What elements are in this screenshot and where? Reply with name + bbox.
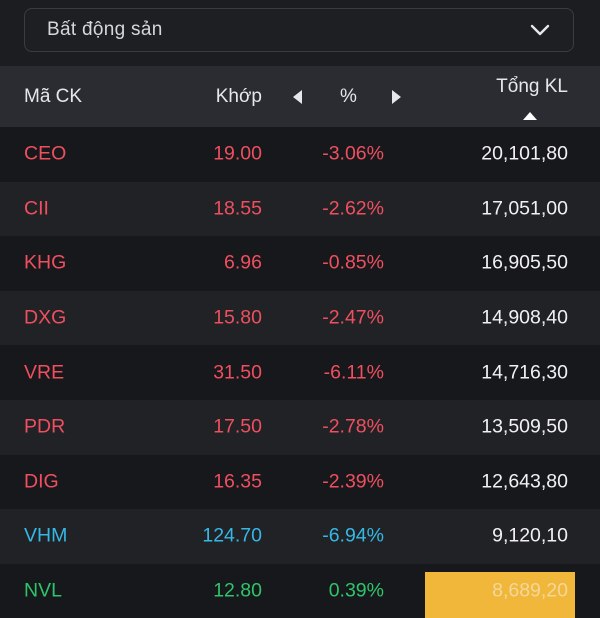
- table-row[interactable]: PDR 17.50 -2.78% 13,509,50: [0, 399, 600, 455]
- percent-change: -2.62%: [322, 197, 384, 220]
- match-price: 18.55: [213, 197, 262, 220]
- percent-change: -2.78%: [322, 415, 384, 438]
- percent-change: -2.39%: [322, 470, 384, 493]
- stock-symbol: PDR: [24, 415, 66, 438]
- total-volume: 14,716,30: [481, 361, 568, 384]
- table-row[interactable]: DXG 15.80 -2.47% 14,908,40: [0, 290, 600, 346]
- filter-bar: Bất động sản: [0, 0, 600, 66]
- total-volume: 8,689,20: [492, 579, 568, 602]
- percent-change: 0.39%: [328, 579, 384, 602]
- column-header-price[interactable]: Khớp: [215, 86, 262, 107]
- table-row[interactable]: CII 18.55 -2.62% 17,051,00: [0, 181, 600, 237]
- stock-table: CEO 19.00 -3.06% 20,101,80 CII 18.55 -2.62% 17,…: [0, 127, 600, 618]
- table-row[interactable]: VRE 31.50 -6.11% 14,716,30: [0, 345, 600, 400]
- match-price: 17.50: [213, 415, 262, 438]
- total-volume: 16,905,50: [481, 251, 568, 274]
- percent-change: -6.94%: [322, 524, 384, 547]
- caret-left-icon[interactable]: [290, 88, 306, 106]
- stock-symbol: KHG: [24, 251, 67, 274]
- match-price: 15.80: [213, 306, 262, 329]
- sector-dropdown-label: Bất động sản: [47, 19, 163, 40]
- percent-change: -3.06%: [322, 142, 384, 165]
- total-volume: 14,908,40: [481, 306, 568, 329]
- column-header-volume[interactable]: Tổng KL: [496, 76, 568, 97]
- percent-change: -0.85%: [322, 251, 384, 274]
- total-volume: 20,101,80: [481, 142, 568, 165]
- stock-symbol: DIG: [24, 470, 59, 493]
- table-row[interactable]: CEO 19.00 -3.06% 20,101,80: [0, 127, 600, 182]
- match-price: 12.80: [213, 579, 262, 602]
- stock-symbol: DXG: [24, 306, 67, 329]
- total-volume: 13,509,50: [481, 415, 568, 438]
- sector-dropdown[interactable]: Bất động sản: [24, 8, 574, 52]
- chevron-down-icon: [529, 19, 551, 41]
- total-volume: 9,120,10: [492, 524, 568, 547]
- stock-symbol: VRE: [24, 361, 65, 384]
- match-price: 16.35: [213, 470, 262, 493]
- table-row[interactable]: KHG 6.96 -0.85% 16,905,50: [0, 236, 600, 291]
- sort-ascending-icon: [523, 107, 537, 120]
- match-price: 124.70: [202, 524, 262, 547]
- total-volume: 17,051,00: [481, 197, 568, 220]
- column-header-symbol[interactable]: Mã CK: [24, 86, 83, 107]
- total-volume: 12,643,80: [481, 470, 568, 493]
- stock-symbol: NVL: [24, 579, 62, 602]
- stock-symbol: CII: [24, 197, 49, 220]
- percent-change: -6.11%: [323, 361, 384, 384]
- stock-symbol: VHM: [24, 524, 68, 547]
- stock-symbol: CEO: [24, 142, 67, 165]
- column-header-change[interactable]: %: [340, 86, 357, 107]
- match-price: 6.96: [224, 251, 262, 274]
- table-row[interactable]: NVL 12.80 0.39% 8,689,20: [0, 563, 600, 618]
- match-price: 19.00: [213, 142, 262, 165]
- table-row[interactable]: VHM 124.70 -6.94% 9,120,10: [0, 509, 600, 564]
- caret-right-icon[interactable]: [388, 88, 404, 106]
- percent-change: -2.47%: [322, 306, 384, 329]
- table-row[interactable]: DIG 16.35 -2.39% 12,643,80: [0, 454, 600, 510]
- table-header: Mã CK Khớp % Tổng KL: [0, 66, 600, 127]
- match-price: 31.50: [213, 361, 262, 384]
